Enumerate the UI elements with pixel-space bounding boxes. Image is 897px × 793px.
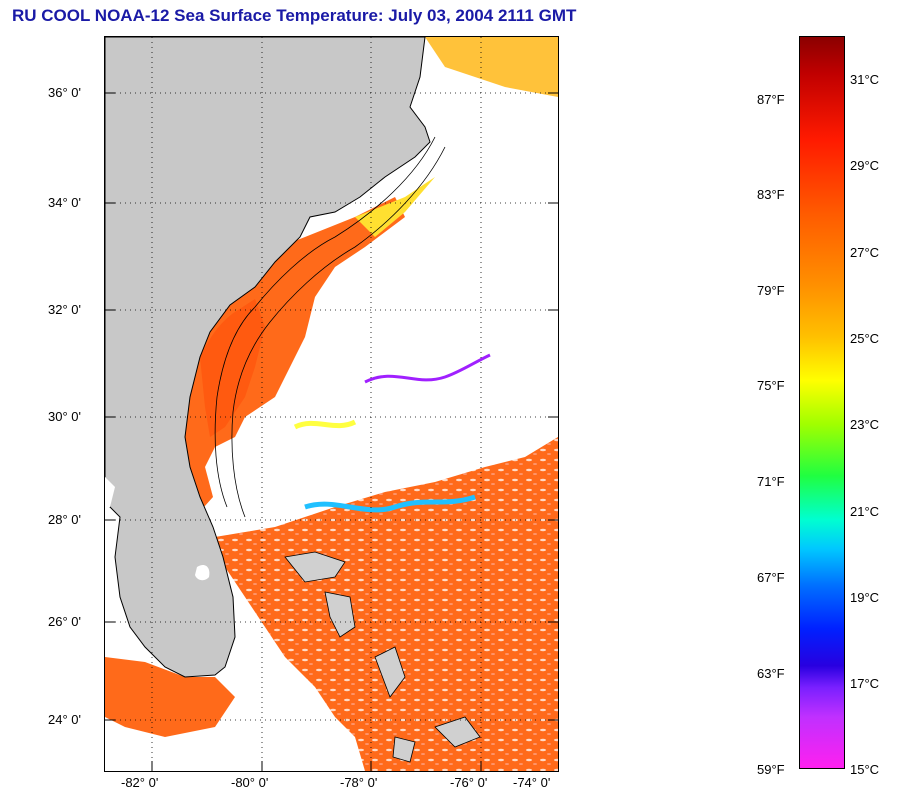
contour-600ft bbox=[231, 146, 446, 518]
lon-label-82: -82° 0' bbox=[121, 775, 159, 790]
colorbar-f-71: 71°F bbox=[757, 474, 785, 489]
colorbar-f-67: 67°F bbox=[757, 570, 785, 585]
lon-label-76: -76° 0' bbox=[450, 775, 488, 790]
temperature-colorbar bbox=[799, 36, 845, 769]
colorbar-f-59: 59°F bbox=[757, 762, 785, 777]
lat-label-34: 34° 0' bbox=[48, 195, 81, 210]
lake-okeechobee bbox=[195, 565, 210, 581]
northern-sst bbox=[425, 37, 558, 97]
colorbar-c-23: 23°C bbox=[850, 417, 880, 432]
lat-label-24: 24° 0' bbox=[48, 712, 81, 727]
lat-label-28: 28° 0' bbox=[48, 512, 81, 527]
graticule bbox=[105, 37, 558, 771]
lat-label-32: 32° 0' bbox=[48, 302, 81, 317]
lon-label-80: -80° 0' bbox=[231, 775, 269, 790]
lat-label-26: 26° 0' bbox=[48, 614, 81, 629]
colorbar-c-27: 27°C bbox=[850, 245, 880, 260]
land-gulf-coast bbox=[105, 477, 115, 507]
colorbar-c-25: 25°C bbox=[850, 331, 880, 346]
sst-map-svg bbox=[105, 37, 558, 771]
cool-filament-2 bbox=[364, 353, 491, 384]
colorbar-c-21: 21°C bbox=[850, 504, 880, 519]
land-us-southeast bbox=[105, 37, 431, 678]
colorbar-f-83: 83°F bbox=[757, 187, 785, 202]
sst-map bbox=[104, 36, 559, 772]
cool-filament-3 bbox=[293, 419, 357, 430]
colorbar-f-75: 75°F bbox=[757, 378, 785, 393]
colorbar-c-19: 19°C bbox=[850, 590, 880, 605]
page-title: RU COOL NOAA-12 Sea Surface Temperature:… bbox=[12, 6, 577, 25]
lon-label-74: -74° 0' bbox=[513, 775, 551, 790]
southern-sst bbox=[215, 437, 558, 771]
colorbar-f-79: 79°F bbox=[757, 283, 785, 298]
lat-label-30: 30° 0' bbox=[48, 409, 81, 424]
colorbar-c-29: 29°C bbox=[850, 158, 880, 173]
keys-sst bbox=[105, 657, 235, 737]
bahamas-islands bbox=[284, 551, 481, 763]
axis-ticks bbox=[105, 92, 558, 771]
colorbar-f-63: 63°F bbox=[757, 666, 785, 681]
colorbar-c-17: 17°C bbox=[850, 676, 880, 691]
colorbar-c-31: 31°C bbox=[850, 72, 880, 87]
contour-120ft bbox=[214, 136, 436, 508]
cool-filament-1 bbox=[304, 494, 476, 513]
lat-label-36: 36° 0' bbox=[48, 85, 81, 100]
colorbar-f-87: 87°F bbox=[757, 92, 785, 107]
lon-label-78: -78° 0' bbox=[340, 775, 378, 790]
colorbar-c-15: 15°C bbox=[850, 762, 880, 777]
